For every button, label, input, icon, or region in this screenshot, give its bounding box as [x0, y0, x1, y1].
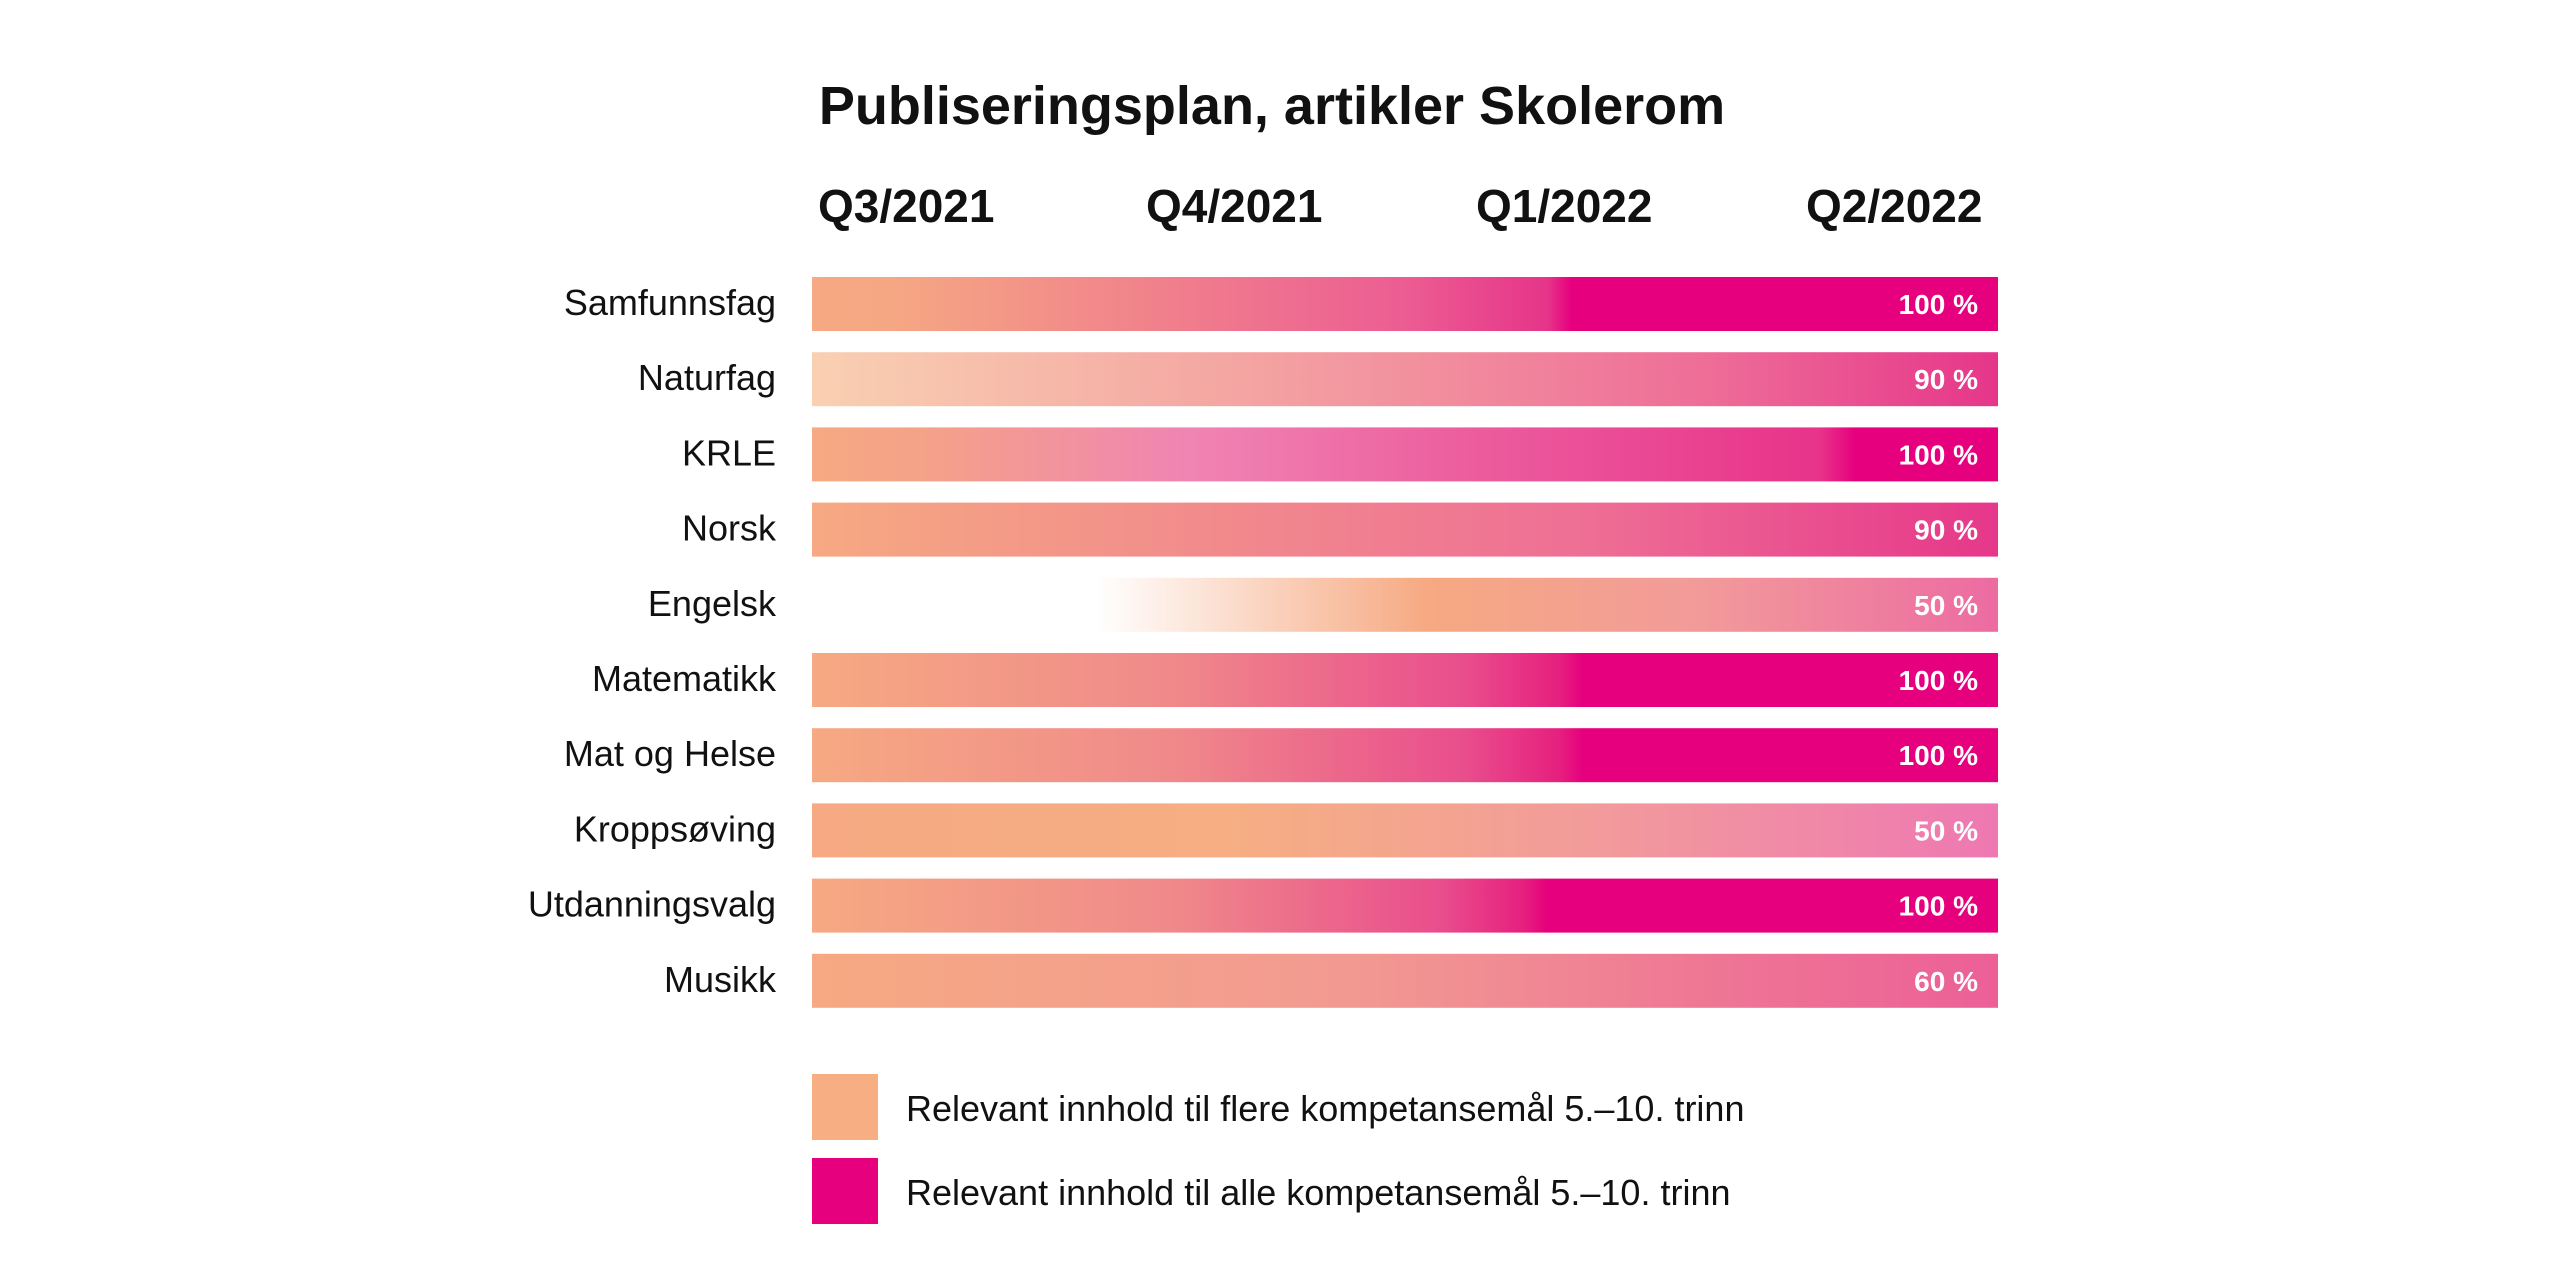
quarter-label: Q4/2021 — [1146, 180, 1322, 232]
bar — [812, 878, 1998, 933]
bar-row: Kroppsøving 50 % — [574, 803, 1998, 858]
category-label: Engelsk — [648, 583, 777, 624]
value-label: 90 % — [1914, 515, 1978, 546]
category-label: Mat og Helse — [564, 733, 776, 774]
bar — [812, 427, 1998, 482]
category-label: Samfunnsfag — [564, 282, 776, 323]
bar-row: Matematikk 100 % — [592, 653, 1998, 707]
legend-label: Relevant innhold til flere kompetansemål… — [906, 1088, 1744, 1129]
bar-row: Engelsk 50 % — [648, 577, 1998, 632]
value-label: 60 % — [1914, 966, 1978, 997]
category-label: KRLE — [682, 432, 776, 473]
quarter-label: Q1/2022 — [1476, 180, 1652, 232]
bar — [812, 352, 1998, 407]
value-label: 100 % — [1899, 891, 1978, 922]
legend-label: Relevant innhold til alle kompetansemål … — [906, 1172, 1730, 1213]
bar-row: Naturfag 90 % — [638, 352, 1998, 407]
bar-row: KRLE 100 % — [682, 427, 1998, 482]
category-label: Kroppsøving — [574, 808, 776, 849]
legend-swatch — [812, 1074, 878, 1140]
quarter-axis: Q3/2021 Q4/2021 Q1/2022 Q2/2022 — [818, 180, 1982, 232]
value-label: 100 % — [1899, 439, 1978, 470]
category-label: Utdanningsvalg — [528, 884, 776, 925]
quarter-label: Q2/2022 — [1806, 180, 1982, 232]
bar — [812, 728, 1998, 783]
value-label: 100 % — [1899, 740, 1978, 771]
bar-row: Norsk 90 % — [682, 502, 1998, 557]
bar — [812, 277, 1998, 331]
value-label: 100 % — [1899, 665, 1978, 696]
value-label: 50 % — [1914, 590, 1978, 621]
bar-row: Mat og Helse 100 % — [564, 728, 1998, 783]
bar — [812, 803, 1998, 858]
legend-swatch — [812, 1158, 878, 1224]
bar-rows: Samfunnsfag 100 % Naturfag 90 % KRLE 100 % Nor… — [528, 277, 1998, 1008]
bar — [812, 577, 1998, 632]
bar — [812, 502, 1998, 557]
category-label: Norsk — [682, 508, 777, 549]
legend: Relevant innhold til flere kompetansemål… — [812, 1074, 1744, 1224]
category-label: Naturfag — [638, 357, 776, 398]
value-label: 90 % — [1914, 364, 1978, 395]
bar-row: Utdanningsvalg 100 % — [528, 878, 1998, 933]
chart-title: Publiseringsplan, artikler Skolerom — [819, 76, 1725, 136]
value-label: 100 % — [1899, 289, 1978, 320]
legend-item: Relevant innhold til flere kompetansemål… — [812, 1074, 1744, 1140]
bar-row: Musikk 60 % — [664, 953, 1998, 1008]
value-label: 50 % — [1914, 815, 1978, 846]
category-label: Musikk — [664, 959, 777, 1000]
bar-row: Samfunnsfag 100 % — [564, 277, 1998, 331]
bar — [812, 653, 1998, 707]
legend-item: Relevant innhold til alle kompetansemål … — [812, 1158, 1730, 1224]
bar — [812, 953, 1998, 1008]
category-label: Matematikk — [592, 658, 777, 699]
quarter-label: Q3/2021 — [818, 180, 994, 232]
